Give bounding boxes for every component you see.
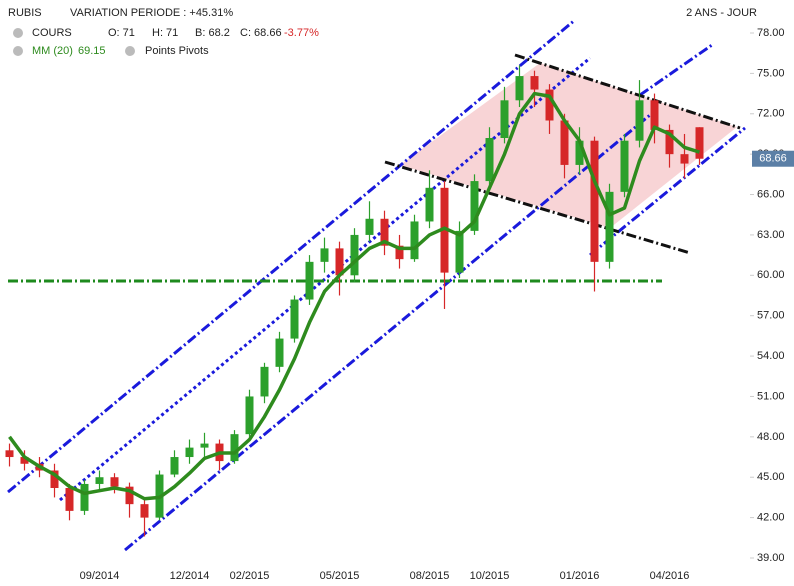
cours-label: COURS [32,27,72,39]
high-label: H: 71 [152,27,178,39]
candle-body [545,89,554,121]
wedge-line [514,53,741,130]
candle-body [425,187,434,222]
y-tick-label: 60.00 [757,269,785,281]
candle-body [695,127,704,159]
low-label: B: 68.2 [195,27,230,39]
x-tick-label: 08/2015 [410,570,450,582]
trend-lines [7,18,746,552]
candle-body [335,248,344,276]
candle-body [680,154,689,164]
x-tick-label: 01/2016 [560,570,600,582]
y-tick-label: 75.00 [757,67,785,79]
candle-body [125,486,134,505]
candle-body [260,366,269,397]
candle-body [50,470,59,488]
channel-line [124,113,651,552]
y-tick-label: 72.00 [757,108,785,120]
candle-body [200,443,209,448]
change-label: -3.77% [284,27,319,39]
x-tick-label: 05/2015 [320,570,360,582]
y-tick-label: 51.00 [757,390,785,402]
ma-line [8,91,701,501]
candle-body [170,457,179,475]
candle-body [365,218,374,235]
candle-body [320,248,329,262]
x-tick-label: 04/2016 [650,570,690,582]
candle-body [140,504,149,518]
channel-line [59,56,591,502]
candle-body [290,299,299,339]
candle-body [245,396,254,435]
last-price-label: 68.66 [759,153,787,165]
candle-body [65,488,74,511]
open-label: O: 71 [108,27,135,39]
candles [5,65,704,537]
candle-body [395,245,404,260]
candle-body [20,457,29,464]
candle-body [605,191,614,262]
channel-line [7,18,576,494]
candle-body [80,483,89,511]
x-tick-label: 09/2014 [80,570,120,582]
settings-icon[interactable] [13,46,23,56]
candle-body [575,140,584,165]
candle-body [485,138,494,182]
candle-body [620,140,629,192]
y-tick-label: 42.00 [757,512,785,524]
y-tick-label: 45.00 [757,471,785,483]
x-tick-label: 12/2014 [170,570,210,582]
y-tick-label: 66.00 [757,188,785,200]
chart-title: RUBIS [8,7,42,19]
candle-body [665,129,674,155]
candle-body [410,221,419,260]
candle-body [350,234,359,276]
channel-line [639,43,713,97]
ma-value: 69.15 [78,45,106,57]
candle-body [590,140,599,262]
candle-body [470,181,479,231]
candle-body [185,447,194,458]
candle-body [110,477,119,487]
candle-body [650,100,659,130]
candle-body [515,76,524,101]
candle-body [275,338,284,367]
candle-body [530,76,539,90]
candle-body [230,434,239,462]
candle-body [305,261,314,300]
candle-body [560,120,569,165]
last-price-box [752,150,794,167]
y-tick-label: 78.00 [757,27,785,39]
settings-icon[interactable] [125,46,135,56]
y-tick-label: 39.00 [757,552,785,564]
y-tick-label: 57.00 [757,310,785,322]
candle-body [635,100,644,141]
candle-body [455,230,464,273]
candle-body [5,450,14,458]
candle-body [500,100,509,138]
close-label: C: 68.66 [240,27,282,39]
settings-icon[interactable] [13,28,23,38]
x-tick-label: 10/2015 [470,570,510,582]
candle-body [380,218,389,246]
y-tick-label: 54.00 [757,350,785,362]
period: 2 ANS - JOUR [686,7,757,19]
candle-body [440,187,449,273]
chart-subtitle: VARIATION PERIODE : +45.31% [70,7,233,19]
pivots-label: Points Pivots [145,45,209,57]
wedge-line [384,160,691,255]
legend-ma: MM (20) [32,45,73,57]
y-tick-label: 48.00 [757,431,785,443]
candle-body [95,477,104,484]
y-tick-label: 63.00 [757,229,785,241]
x-tick-label: 02/2015 [230,570,270,582]
channel-line [589,126,746,257]
